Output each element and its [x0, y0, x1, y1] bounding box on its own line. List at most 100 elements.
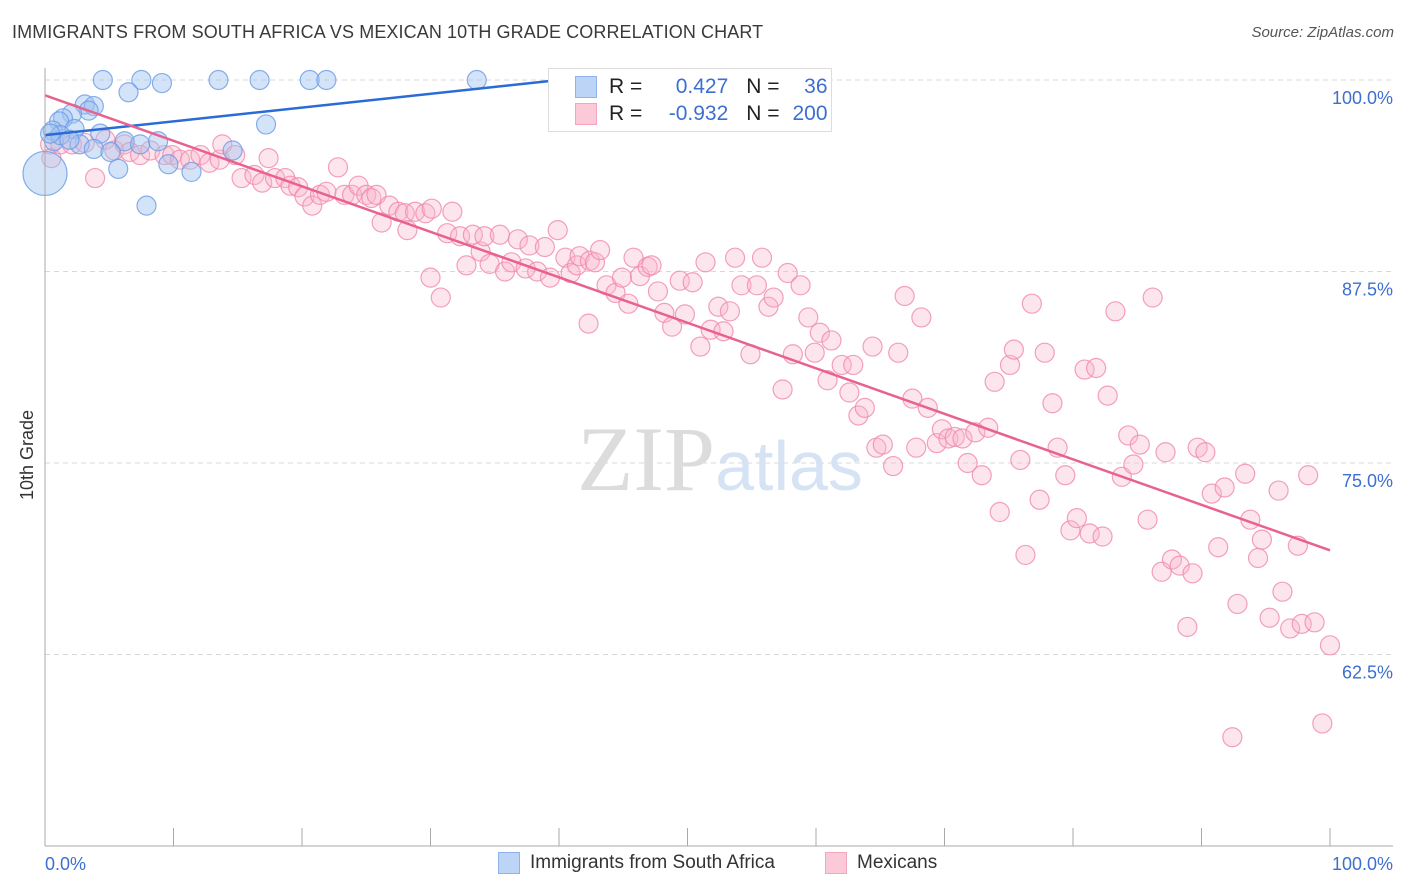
mexicans-point: [1055, 465, 1076, 486]
legend-swatch-blue: [498, 852, 520, 874]
mexicans-point: [809, 322, 830, 343]
mexicans-point: [1129, 434, 1150, 455]
mexicans-point: [798, 307, 819, 328]
mexicans-point: [1066, 508, 1087, 529]
mexicans-point: [1021, 293, 1042, 314]
mexicans-point: [1304, 612, 1325, 633]
mexicans-point: [751, 247, 773, 268]
mexicans-point: [590, 239, 611, 261]
south-africa-point: [118, 82, 139, 103]
mexicans-point: [327, 157, 349, 178]
mexicans-point: [641, 255, 662, 276]
mexicans-point: [854, 397, 875, 418]
mexicans-point: [1235, 463, 1256, 484]
y-tick-label: 62.5%: [1342, 663, 1393, 683]
mexicans-point: [611, 267, 633, 288]
south-africa-point: [83, 138, 104, 160]
mexicans-point: [442, 201, 463, 222]
chart-title: IMMIGRANTS FROM SOUTH AFRICA VS MEXICAN …: [12, 22, 764, 42]
mexicans-point: [1142, 287, 1163, 308]
mexicans-point: [957, 452, 978, 474]
mexicans-point: [984, 371, 1005, 392]
mexicans-point: [1034, 342, 1055, 363]
mexicans-point: [1003, 339, 1024, 360]
south-africa-point: [316, 69, 337, 91]
watermark: ZIPatlas: [577, 408, 863, 510]
mexicans-point: [724, 247, 746, 268]
mexicans-point: [1092, 526, 1113, 547]
mexicans-point: [1042, 393, 1063, 414]
south-africa-point: [181, 161, 202, 183]
mexicans-point: [85, 167, 106, 189]
south-africa-point: [129, 134, 151, 155]
mexicans-point: [129, 144, 151, 166]
mexicans-point: [872, 434, 893, 455]
mexicans-point: [169, 149, 191, 170]
legend-item-south-africa[interactable]: Immigrants from South Africa: [498, 852, 775, 874]
mexicans-point: [404, 201, 426, 222]
mexicans-point: [1097, 385, 1118, 406]
mexicans-point: [944, 426, 965, 448]
mexicans-point: [1169, 555, 1190, 576]
mexicans-point: [371, 212, 392, 233]
mexicans-point: [1201, 483, 1222, 504]
mexicans-point: [1155, 442, 1176, 463]
mexicans-point: [1298, 465, 1319, 486]
mexicans-point: [708, 296, 729, 317]
mexicans-point: [1195, 442, 1216, 463]
south-africa-point: [108, 158, 129, 179]
mexicans-point: [547, 220, 568, 241]
mexicans-point: [894, 285, 915, 307]
mexicans-point: [623, 247, 644, 268]
south-africa-point: [208, 69, 229, 91]
mexicans-point: [474, 226, 495, 247]
legend-row-south-africa: R = 0.427 N = 36: [575, 74, 828, 100]
y-tick-label: 100.0%: [1332, 88, 1393, 108]
mexicans-point: [1079, 523, 1100, 544]
trend-lines: [44, 78, 1331, 552]
correlation-legend: R = 0.427 N = 36 R = -0.932 N = 200: [548, 68, 832, 132]
mexicans-point: [1259, 607, 1280, 628]
mexicans-point: [839, 382, 860, 403]
mexicans-trend-line: [44, 94, 1331, 552]
south-africa-point: [151, 72, 173, 94]
r-label: R =: [609, 102, 643, 125]
mexicans-point: [1060, 520, 1081, 541]
mexicans-point: [430, 287, 451, 308]
mexicans-point: [989, 501, 1010, 523]
mexicans-point: [938, 428, 959, 449]
mexicans-point: [831, 354, 852, 376]
mexicans-point: [746, 275, 767, 296]
mexicans-point: [1208, 537, 1229, 558]
source-label: Source: ZipAtlas.com: [1251, 24, 1394, 41]
south-africa-point: [100, 141, 121, 163]
mexicans-point: [1177, 616, 1198, 638]
mexicans-point: [906, 437, 927, 458]
mexicans-point: [763, 287, 784, 308]
mexicans-point: [777, 262, 798, 284]
south-africa-point: [158, 154, 179, 175]
mexicans-point: [1227, 593, 1248, 615]
mexicans-point: [731, 275, 752, 296]
legend-item-mexicans[interactable]: Mexicans: [825, 852, 937, 874]
mexicans-point: [1319, 635, 1341, 656]
n-label: N =: [746, 102, 780, 125]
mexicans-point: [1137, 509, 1158, 530]
mexicans-point: [569, 246, 590, 267]
mexicans-point: [302, 195, 323, 216]
mexicans-point: [682, 272, 703, 293]
mexicans-point: [882, 455, 904, 477]
south-africa-point: [59, 129, 80, 150]
legend-row-mexicans: R = -0.932 N = 200: [575, 101, 828, 127]
mexicans-point: [978, 417, 999, 438]
mexicans-point: [258, 148, 279, 169]
legend-swatch-blue: [575, 76, 597, 98]
mexicans-point: [999, 354, 1021, 376]
south-africa-point: [131, 69, 152, 91]
south-africa-point: [222, 140, 243, 161]
mexicans-point: [1222, 727, 1243, 748]
south-africa-point: [92, 69, 113, 91]
mexicans-point: [1029, 489, 1050, 510]
mexicans-point: [1272, 581, 1293, 602]
